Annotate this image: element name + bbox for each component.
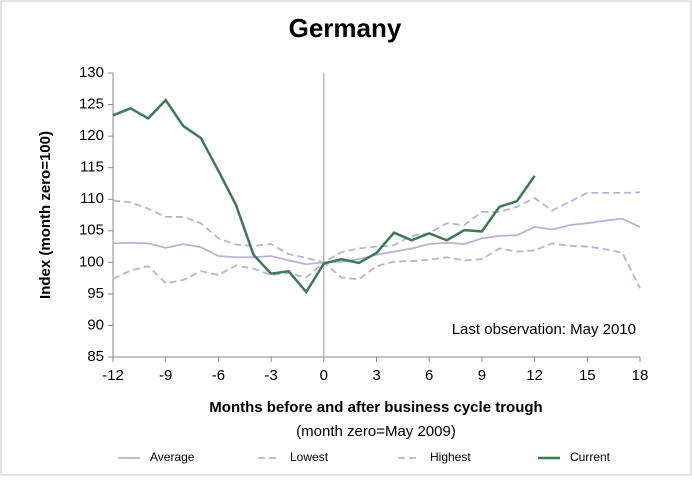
legend-label: Average <box>150 450 195 464</box>
series-line <box>112 191 641 264</box>
y-tick-label: 130 <box>79 64 104 81</box>
annotation: Last observation: May 2010 <box>452 321 636 338</box>
y-tick-label: 120 <box>79 127 104 144</box>
y-tick-label: 90 <box>87 316 104 333</box>
x-tick-label: -9 <box>159 367 172 384</box>
series-line <box>112 217 641 266</box>
y-tick-label: 110 <box>80 190 104 207</box>
y-tick-label: 105 <box>79 222 104 239</box>
series-line <box>112 98 536 295</box>
series-line <box>112 242 641 289</box>
y-axis-label: Index (month zero=100) <box>37 131 54 299</box>
x-tick-label: 15 <box>579 367 596 384</box>
y-tick-label: 95 <box>87 285 104 302</box>
x-tick-label: -6 <box>212 367 225 384</box>
x-axis-sublabel: (month zero=May 2009) <box>296 423 456 440</box>
x-tick-label: 18 <box>632 367 649 384</box>
x-tick-label: 6 <box>425 367 433 384</box>
legend-label: Current <box>570 450 611 464</box>
x-tick-label: 12 <box>526 367 543 384</box>
chart-title: Germany <box>289 13 402 43</box>
y-tick-label: 100 <box>79 253 104 270</box>
x-tick-label: -12 <box>102 367 124 384</box>
y-tick-label: 115 <box>80 159 104 176</box>
x-tick-label: 9 <box>478 367 486 384</box>
y-tick-label: 85 <box>87 348 104 365</box>
legend-label: Highest <box>430 450 471 464</box>
x-axis-label: Months before and after business cycle t… <box>209 399 542 416</box>
x-tick-label: -3 <box>264 367 277 384</box>
x-tick-label: 0 <box>320 367 328 384</box>
legend-label: Lowest <box>290 450 329 464</box>
y-tick-label: 125 <box>79 96 104 113</box>
x-tick-label: 3 <box>372 367 380 384</box>
